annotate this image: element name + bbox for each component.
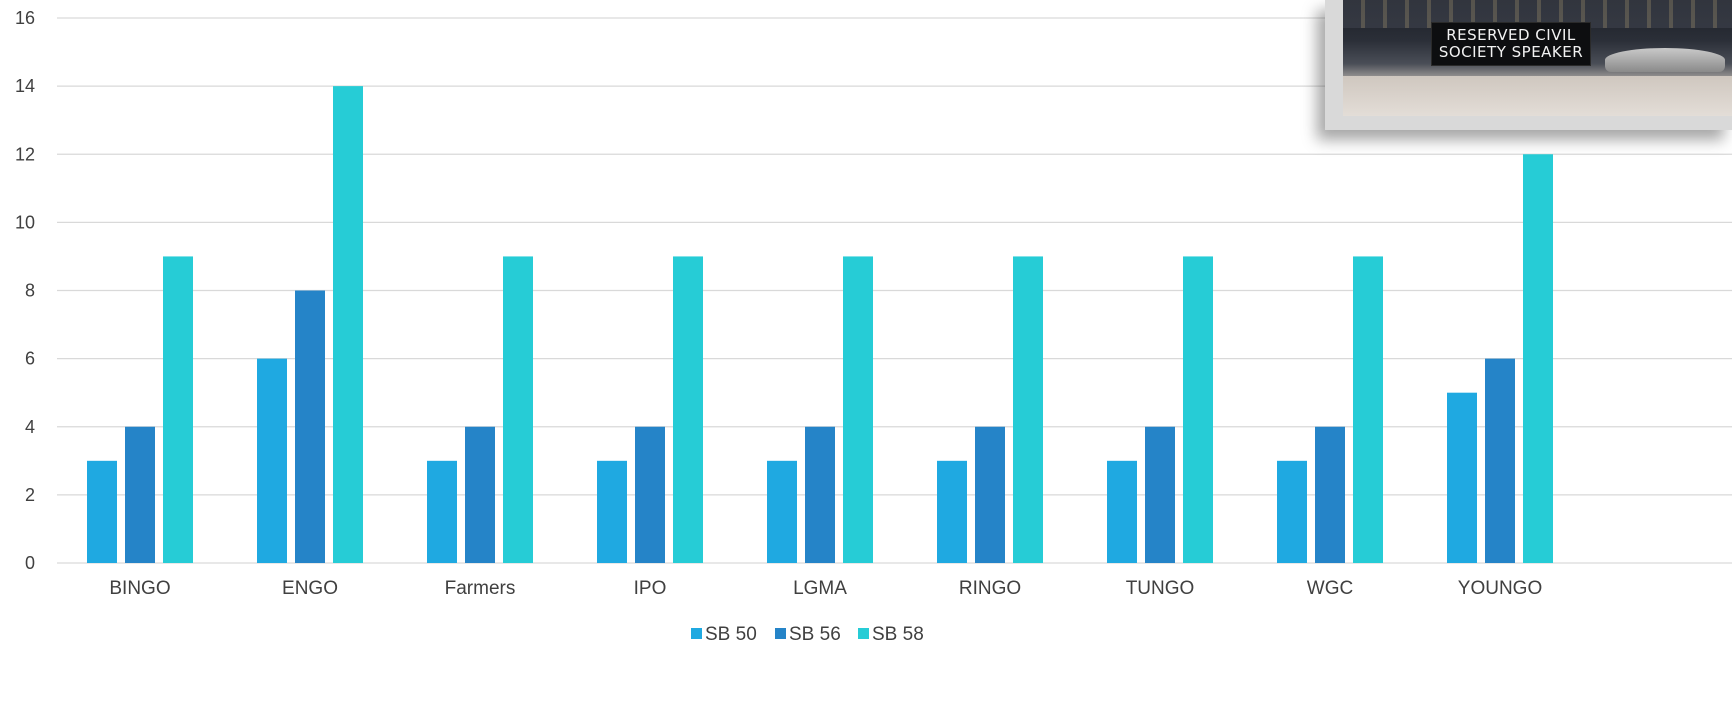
reserved-speaker-sign: RESERVED CIVIL SOCIETY SPEAKER	[1431, 22, 1591, 66]
y-tick-label: 16	[15, 8, 35, 28]
bar-tungo-sb-56	[1145, 426, 1175, 563]
y-tick-label: 4	[25, 417, 35, 437]
bar-engo-sb-56	[295, 290, 325, 563]
bar-farmers-sb-56	[465, 426, 495, 563]
bar-lgma-sb-50	[767, 460, 797, 563]
photo-scene: RESERVED CIVIL SOCIETY SPEAKER	[1343, 0, 1732, 116]
y-tick-label: 2	[25, 485, 35, 505]
legend-label: SB 50	[705, 624, 757, 645]
photo-desk	[1343, 76, 1732, 116]
y-tick-label: 14	[15, 76, 35, 96]
y-tick-label: 0	[25, 553, 35, 573]
bar-youngo-sb-56	[1485, 358, 1515, 563]
bar-wgc-sb-50	[1277, 460, 1307, 563]
sign-line-2: SOCIETY SPEAKER	[1438, 43, 1584, 61]
legend-swatch	[858, 628, 869, 639]
bar-ipo-sb-56	[635, 426, 665, 563]
bar-ipo-sb-50	[597, 460, 627, 563]
legend: SB 50 SB 56 SB 58	[691, 624, 924, 645]
speaker-photo: RESERVED CIVIL SOCIETY SPEAKER	[1325, 0, 1732, 130]
x-category-label: YOUNGO	[1458, 578, 1542, 599]
y-tick-label: 10	[15, 212, 35, 232]
bar-bingo-sb-50	[87, 460, 117, 563]
bar-ringo-sb-56	[975, 426, 1005, 563]
legend-swatch	[691, 628, 702, 639]
y-axis-ticks: 0 2 4 6 8 10 12 14 16	[15, 8, 35, 573]
x-category-label: LGMA	[793, 578, 847, 599]
legend-item-sb-58: SB 58	[858, 624, 924, 645]
bar-tungo-sb-58	[1183, 256, 1213, 563]
legend-item-sb-50: SB 50	[691, 624, 757, 645]
bar-lgma-sb-56	[805, 426, 835, 563]
bar-lgma-sb-58	[843, 256, 873, 563]
bar-engo-sb-50	[257, 358, 287, 563]
x-category-label: BINGO	[109, 578, 170, 599]
bar-farmers-sb-58	[503, 256, 533, 563]
y-tick-label: 6	[25, 349, 35, 369]
bar-youngo-sb-58	[1523, 154, 1553, 563]
microphone-icon	[1605, 48, 1725, 72]
bar-ipo-sb-58	[673, 256, 703, 563]
bar-wgc-sb-58	[1353, 256, 1383, 563]
bar-farmers-sb-50	[427, 460, 457, 563]
x-category-label: ENGO	[282, 578, 338, 599]
x-category-label: RINGO	[959, 578, 1021, 599]
x-category-label: TUNGO	[1126, 578, 1195, 599]
bar-ringo-sb-50	[937, 460, 967, 563]
bar-engo-sb-58	[333, 86, 363, 563]
x-category-label: IPO	[634, 578, 667, 599]
bar-ringo-sb-58	[1013, 256, 1043, 563]
legend-label: SB 58	[872, 624, 924, 645]
bar-bingo-sb-58	[163, 256, 193, 563]
legend-label: SB 56	[789, 624, 841, 645]
sign-line-1: RESERVED CIVIL	[1446, 26, 1576, 44]
bar-youngo-sb-50	[1447, 392, 1477, 563]
bar-wgc-sb-56	[1315, 426, 1345, 563]
bar-bingo-sb-56	[125, 426, 155, 563]
x-axis-labels: BINGO ENGO Farmers IPO LGMA RINGO TUNGO WGC YOUN…	[109, 578, 1542, 599]
bar-tungo-sb-50	[1107, 460, 1137, 563]
legend-swatch	[775, 628, 786, 639]
y-tick-label: 8	[25, 281, 35, 301]
x-category-label: Farmers	[445, 578, 516, 599]
y-tick-label: 12	[15, 144, 35, 164]
bars	[87, 86, 1553, 563]
x-category-label: WGC	[1307, 578, 1353, 599]
legend-item-sb-56: SB 56	[775, 624, 841, 645]
